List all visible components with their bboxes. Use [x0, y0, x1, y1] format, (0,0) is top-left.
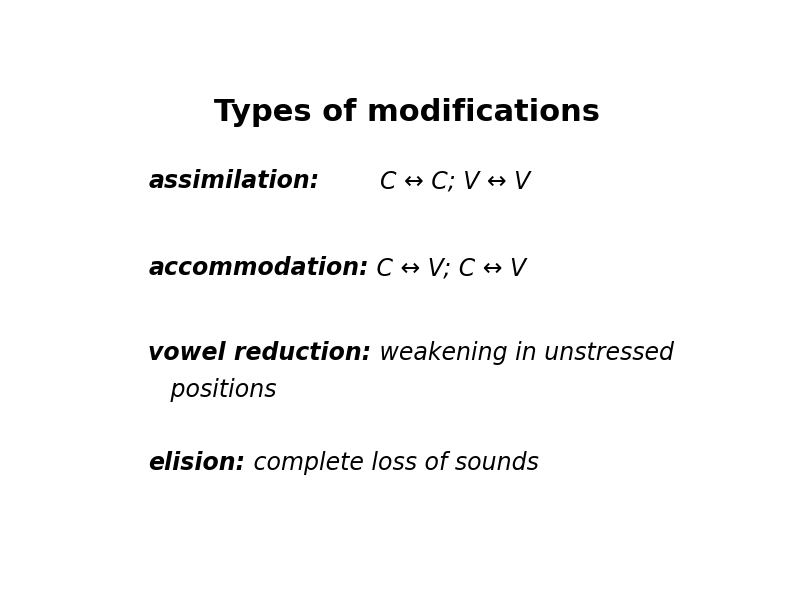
Text: C ↔ C; V ↔ V: C ↔ C; V ↔ V — [320, 170, 530, 193]
Text: vowel reduction:: vowel reduction: — [148, 341, 372, 365]
Text: weakening in unstressed: weakening in unstressed — [372, 341, 674, 365]
Text: complete loss of sounds: complete loss of sounds — [245, 451, 538, 475]
Text: positions: positions — [148, 378, 277, 402]
Text: Types of modifications: Types of modifications — [214, 98, 600, 127]
Text: C ↔ V; C ↔ V: C ↔ V; C ↔ V — [369, 256, 526, 280]
Text: assimilation:: assimilation: — [148, 170, 320, 193]
Text: elision:: elision: — [148, 451, 245, 475]
Text: accommodation:: accommodation: — [148, 256, 369, 280]
